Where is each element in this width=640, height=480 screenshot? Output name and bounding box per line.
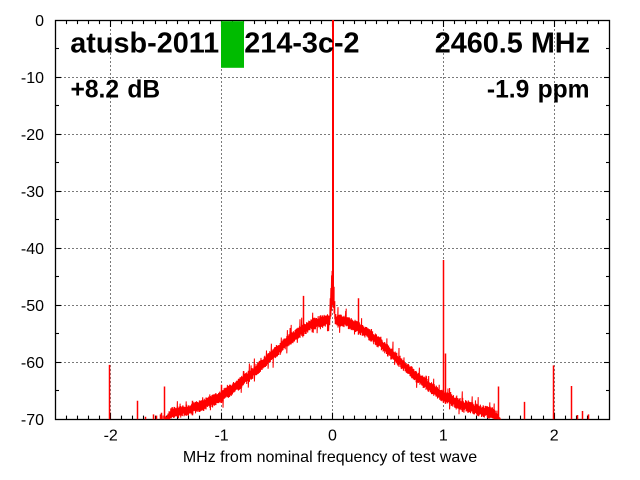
svg-text:0: 0 bbox=[35, 13, 44, 30]
svg-text:-1: -1 bbox=[214, 428, 228, 445]
svg-text:1: 1 bbox=[439, 428, 448, 445]
svg-text:-70: -70 bbox=[21, 412, 44, 429]
svg-text:0: 0 bbox=[328, 428, 337, 445]
svg-text:MHz from nominal frequency of: MHz from nominal frequency of test wave bbox=[183, 449, 477, 466]
svg-text:-10: -10 bbox=[21, 70, 44, 87]
svg-text:-60: -60 bbox=[21, 355, 44, 372]
svg-text:214-3c-2: 214-3c-2 bbox=[244, 27, 359, 59]
svg-text:-2: -2 bbox=[104, 428, 118, 445]
svg-text:-50: -50 bbox=[21, 298, 44, 315]
svg-text:-30: -30 bbox=[21, 184, 44, 201]
svg-text:2: 2 bbox=[550, 428, 559, 445]
svg-text:-1.9 ppm: -1.9 ppm bbox=[487, 76, 590, 103]
svg-text:2460.5 MHz: 2460.5 MHz bbox=[435, 27, 590, 59]
svg-text:-40: -40 bbox=[21, 241, 44, 258]
svg-text:+8.2 dB: +8.2 dB bbox=[71, 76, 161, 103]
svg-text:atusb-2011: atusb-2011 bbox=[70, 27, 219, 59]
svg-text:-20: -20 bbox=[21, 127, 44, 144]
